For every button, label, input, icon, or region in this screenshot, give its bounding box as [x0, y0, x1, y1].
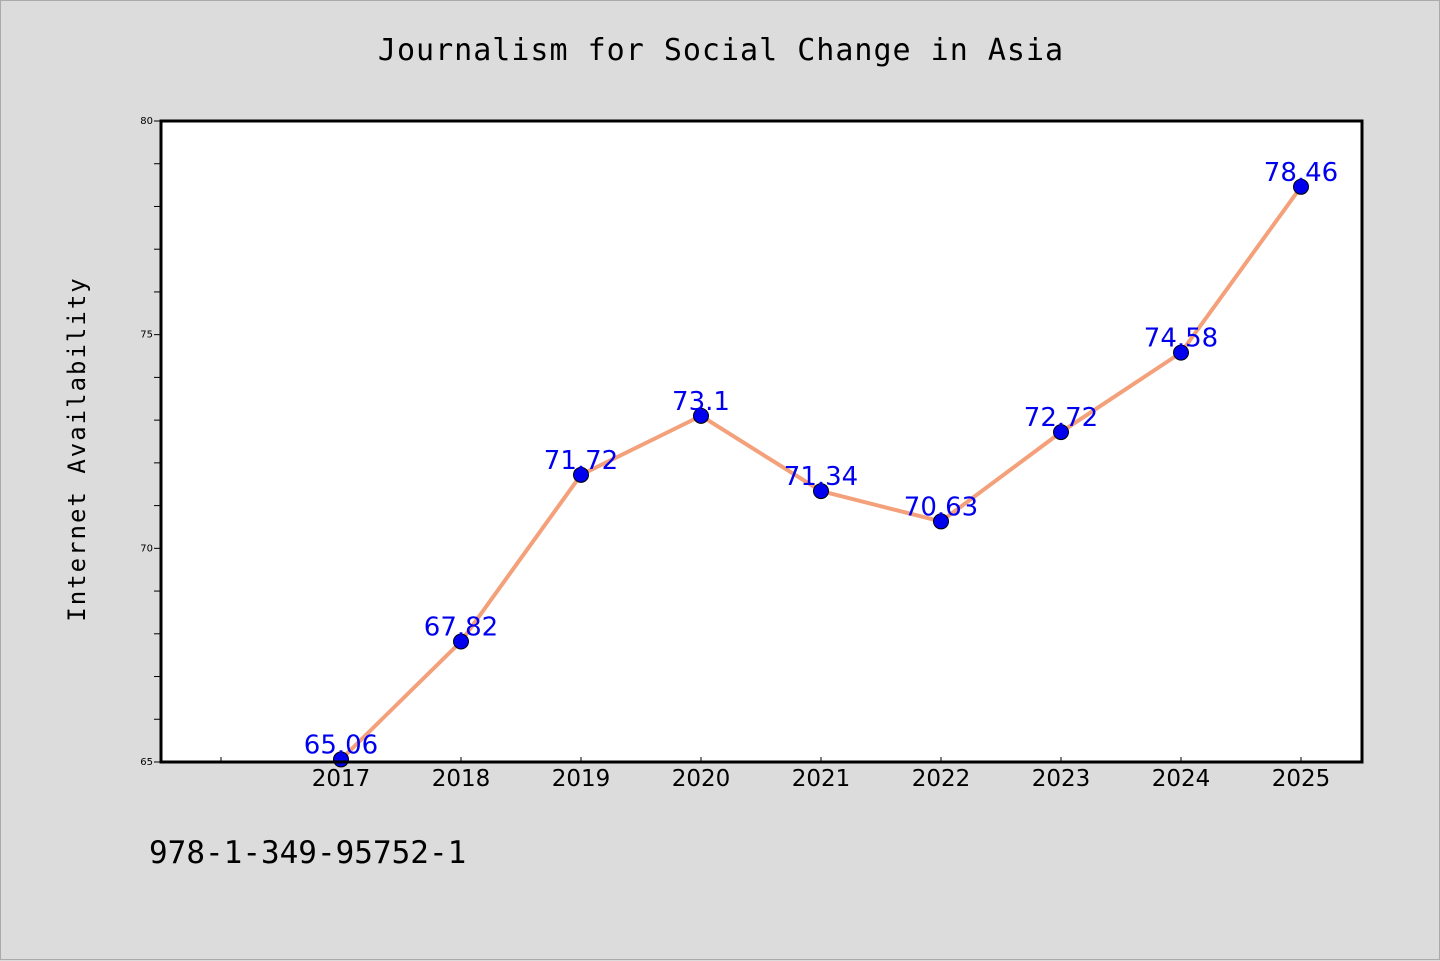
- data-label: 67.82: [424, 612, 498, 642]
- x-tick-label: 2019: [552, 766, 611, 792]
- plot-background: [161, 121, 1362, 762]
- x-tick-label: 2020: [672, 766, 731, 792]
- data-point: [1293, 178, 1309, 195]
- x-tick-label: 2021: [792, 766, 851, 792]
- data-point: [933, 513, 949, 530]
- y-tick-label: 75: [140, 330, 153, 341]
- y-tick-label: 70: [140, 543, 153, 554]
- data-point: [1053, 424, 1069, 441]
- x-tick-label: 2025: [1272, 766, 1331, 792]
- data-label: 70.63: [904, 492, 978, 522]
- data-label: 72.72: [1024, 403, 1098, 433]
- series-group: 65.06 67.82 71.72 73.1 71.34 70.63 72.72 74.58 7…: [304, 158, 1338, 768]
- y-axis-ticks: 65 70 75 80: [140, 116, 161, 768]
- y-tick-label: 65: [140, 757, 153, 768]
- y-tick-label: 80: [140, 116, 153, 127]
- chart-title: Journalism for Social Change in Asia: [377, 33, 1065, 68]
- data-label: 65.06: [304, 730, 378, 760]
- data-label: 71.72: [544, 446, 618, 476]
- isbn-text: 978-1-349-95752-1: [149, 835, 467, 871]
- data-label: 71.34: [784, 462, 858, 492]
- x-tick-label: 2023: [1032, 766, 1091, 792]
- data-label: 78.46: [1264, 158, 1338, 188]
- x-tick-label: 2017: [312, 766, 371, 792]
- x-axis-ticks: 2017 2018 2019 2020 2021 2022 2023 2024 2025: [220, 757, 1331, 792]
- data-point: [1173, 344, 1189, 361]
- data-label: 73.1: [672, 387, 730, 417]
- x-tick-label: 2024: [1152, 766, 1211, 792]
- data-point: [573, 466, 589, 483]
- data-point: [453, 633, 469, 650]
- x-tick-label: 2018: [432, 766, 491, 792]
- data-point: [813, 483, 829, 500]
- x-tick-label: 2022: [912, 766, 971, 792]
- plot-frame: [159, 119, 1364, 764]
- data-point: [693, 407, 709, 424]
- data-label: 74.58: [1144, 324, 1218, 354]
